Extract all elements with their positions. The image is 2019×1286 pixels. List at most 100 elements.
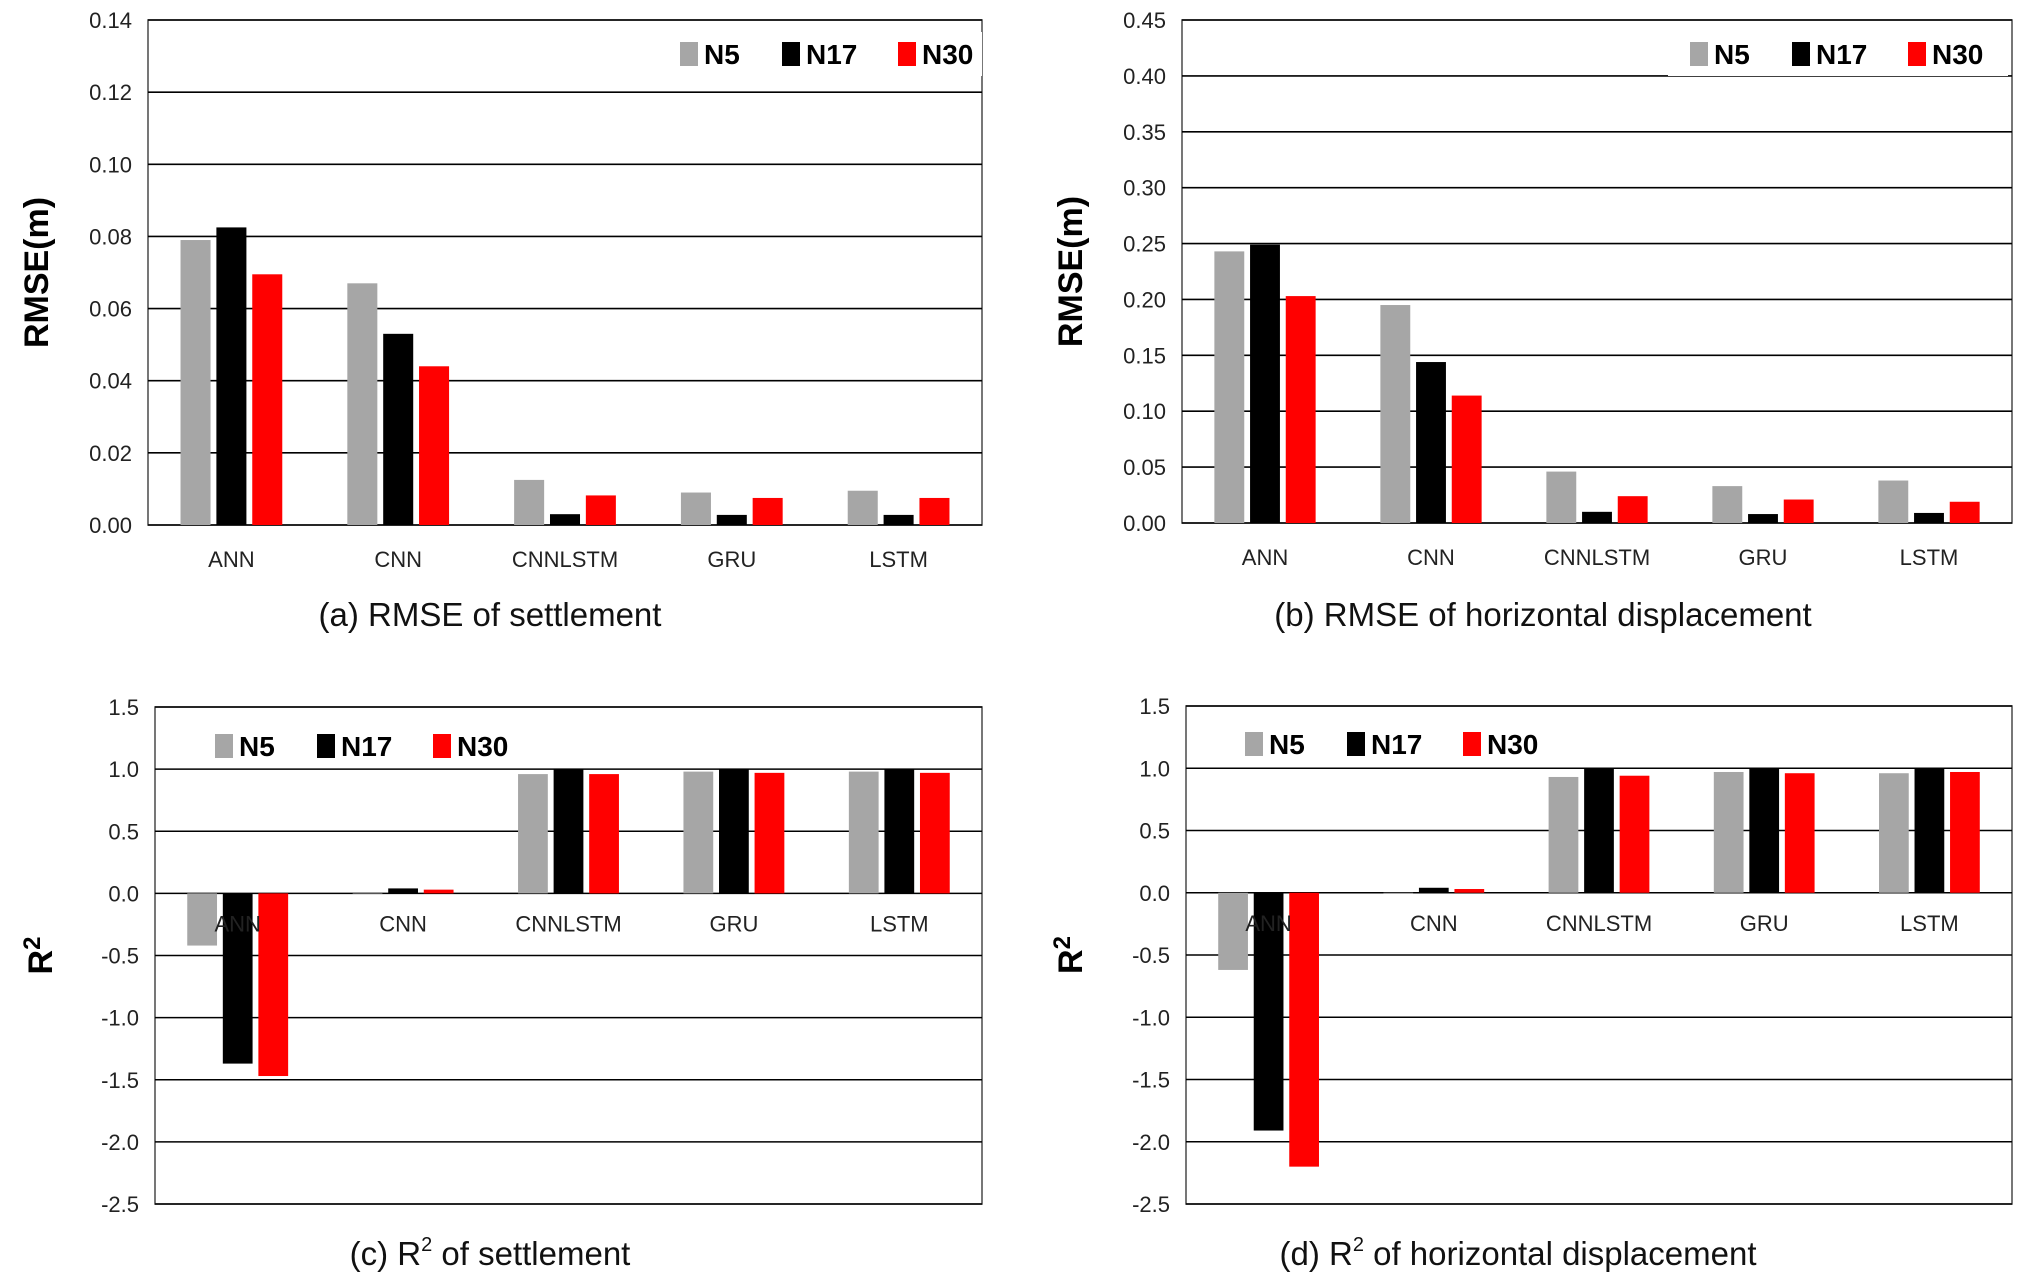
x-category-label: CNN <box>1410 911 1458 936</box>
y-tick-label: 0.00 <box>89 513 132 538</box>
bar-n17-ann <box>222 893 253 1064</box>
y-tick-label: 0.5 <box>1139 819 1170 844</box>
bar-n30-lstm <box>1949 501 1980 523</box>
y-tick-label: 0.20 <box>1123 287 1166 312</box>
x-category-label: LSTM <box>869 547 928 572</box>
legend-swatch-n5 <box>680 42 698 66</box>
legend-swatch-n5 <box>215 734 233 758</box>
x-category-label: CNNLSTM <box>1544 545 1650 570</box>
y-tick-label: 0.12 <box>89 80 132 105</box>
bar-n17-lstm <box>1914 768 1945 893</box>
y-tick-label: 0.10 <box>1123 399 1166 424</box>
bar-n5-ann <box>180 240 211 526</box>
bar-n17-lstm <box>884 769 915 894</box>
x-category-label: CNNLSTM <box>512 547 618 572</box>
x-category-label: ANN <box>208 547 254 572</box>
bar-n17-ann <box>1250 244 1280 523</box>
bar-n30-cnnlstm <box>589 774 619 894</box>
legend-label-n17: N17 <box>341 731 392 762</box>
bar-n17-gru <box>719 769 749 894</box>
bar-n5-gru <box>680 492 711 525</box>
legend-label-n17: N17 <box>1816 39 1867 70</box>
y-tick-label: 0.00 <box>1123 511 1166 536</box>
bar-n5-cnn <box>1383 892 1414 894</box>
bar-n5-cnnlstm <box>1548 776 1579 893</box>
bar-n5-lstm <box>1879 773 1909 893</box>
legend-swatch-n17 <box>317 734 335 758</box>
legend-label-n30: N30 <box>1932 39 1983 70</box>
x-category-label: GRU <box>709 911 758 936</box>
legend-label-n5: N5 <box>239 731 275 762</box>
y-axis-label: RMSE(m) <box>1052 196 1090 347</box>
legend-label-n5: N5 <box>1714 39 1750 70</box>
bar-n5-lstm <box>1878 480 1909 523</box>
bar-n30-gru <box>752 497 783 525</box>
x-category-label: CNN <box>379 911 427 936</box>
x-category-label: ANN <box>1242 545 1288 570</box>
bar-n30-ann <box>1289 892 1319 1167</box>
y-tick-label: -0.5 <box>101 944 139 969</box>
bar-n17-lstm <box>1914 512 1944 523</box>
bar-n17-cnnlstm <box>553 769 584 894</box>
bar-n17-ann <box>1253 892 1284 1131</box>
x-category-label: GRU <box>1740 911 1789 936</box>
y-tick-label: -2.0 <box>1132 1130 1170 1155</box>
y-axis-label: RMSE(m) <box>18 197 56 348</box>
plot-area <box>1181 19 2013 524</box>
bar-n17-gru <box>716 514 747 525</box>
y-tick-label: -1.5 <box>101 1068 139 1093</box>
y-tick-label: 1.0 <box>108 757 139 782</box>
y-tick-label: 0.05 <box>1123 455 1166 480</box>
legend-swatch-n30 <box>898 42 916 66</box>
bar-n5-gru <box>1712 486 1743 523</box>
legend-label-n30: N30 <box>922 39 973 70</box>
bar-n5-lstm <box>848 771 879 894</box>
panel-caption: (c) R2 of settlement <box>350 1234 631 1272</box>
x-category-label: LSTM <box>1900 911 1959 936</box>
bar-n30-lstm <box>919 772 950 894</box>
legend-swatch-n17 <box>782 42 800 66</box>
y-tick-label: 0.10 <box>89 152 132 177</box>
y-tick-label: 0.06 <box>89 297 132 322</box>
bar-n5-cnn <box>1380 305 1411 523</box>
bar-n5-cnn <box>347 283 378 525</box>
y-tick-label: 0.15 <box>1123 343 1166 368</box>
x-category-label: LSTM <box>870 911 929 936</box>
bar-n17-cnn <box>388 888 418 894</box>
bar-n30-gru <box>1783 499 1814 523</box>
y-tick-label: 0.25 <box>1123 232 1166 257</box>
chart-panel-1: 0.00 0.02 0.04 0.06 0.08 0.10 0.12 0.14 ANN CNN CN… <box>18 8 983 633</box>
legend-swatch-n17 <box>1347 732 1365 756</box>
bar-n30-cnnlstm <box>1619 775 1650 893</box>
panel-caption: (a) RMSE of settlement <box>319 596 662 633</box>
x-category-label: CNNLSTM <box>1546 911 1652 936</box>
panel-caption: (b) RMSE of horizontal displacement <box>1274 596 1811 633</box>
bar-n30-gru <box>1784 773 1815 893</box>
legend-swatch-n30 <box>433 734 451 758</box>
y-tick-label: -1.0 <box>1132 1005 1170 1030</box>
bar-n17-lstm <box>883 514 914 525</box>
bar-n17-gru <box>1748 514 1778 523</box>
y-tick-label: 0.04 <box>89 369 132 394</box>
legend-swatch-n17 <box>1792 42 1810 66</box>
legend-label-n5: N5 <box>704 39 740 70</box>
legend-swatch-n30 <box>1908 42 1926 66</box>
bar-n30-gru <box>754 772 785 894</box>
y-tick-label: 0.5 <box>108 819 139 844</box>
y-tick-label: 0.0 <box>108 881 139 906</box>
bar-n5-cnnlstm <box>1546 471 1577 523</box>
x-category-label: GRU <box>707 547 756 572</box>
chart-panel-3: -2.5 -2.0 -1.5 -1.0 -0.5 0.0 0.5 1.0 1.5 ANN CNN CN… <box>19 695 983 1272</box>
bar-n30-cnn <box>419 366 450 525</box>
legend-label-n30: N30 <box>1487 729 1538 760</box>
legend-label-n17: N17 <box>1371 729 1422 760</box>
x-category-label: ANN <box>1245 911 1291 936</box>
chart-panel-2: 0.00 0.05 0.10 0.15 0.20 0.25 0.30 0.35 0.40 0.45… <box>1052 8 2013 633</box>
legend-background <box>670 32 982 76</box>
y-tick-label: -2.5 <box>101 1192 139 1217</box>
bar-n30-ann <box>1285 296 1316 523</box>
bar-n17-cnn <box>1418 887 1449 893</box>
legend-swatch-n5 <box>1690 42 1708 66</box>
bar-n30-lstm <box>919 497 950 525</box>
